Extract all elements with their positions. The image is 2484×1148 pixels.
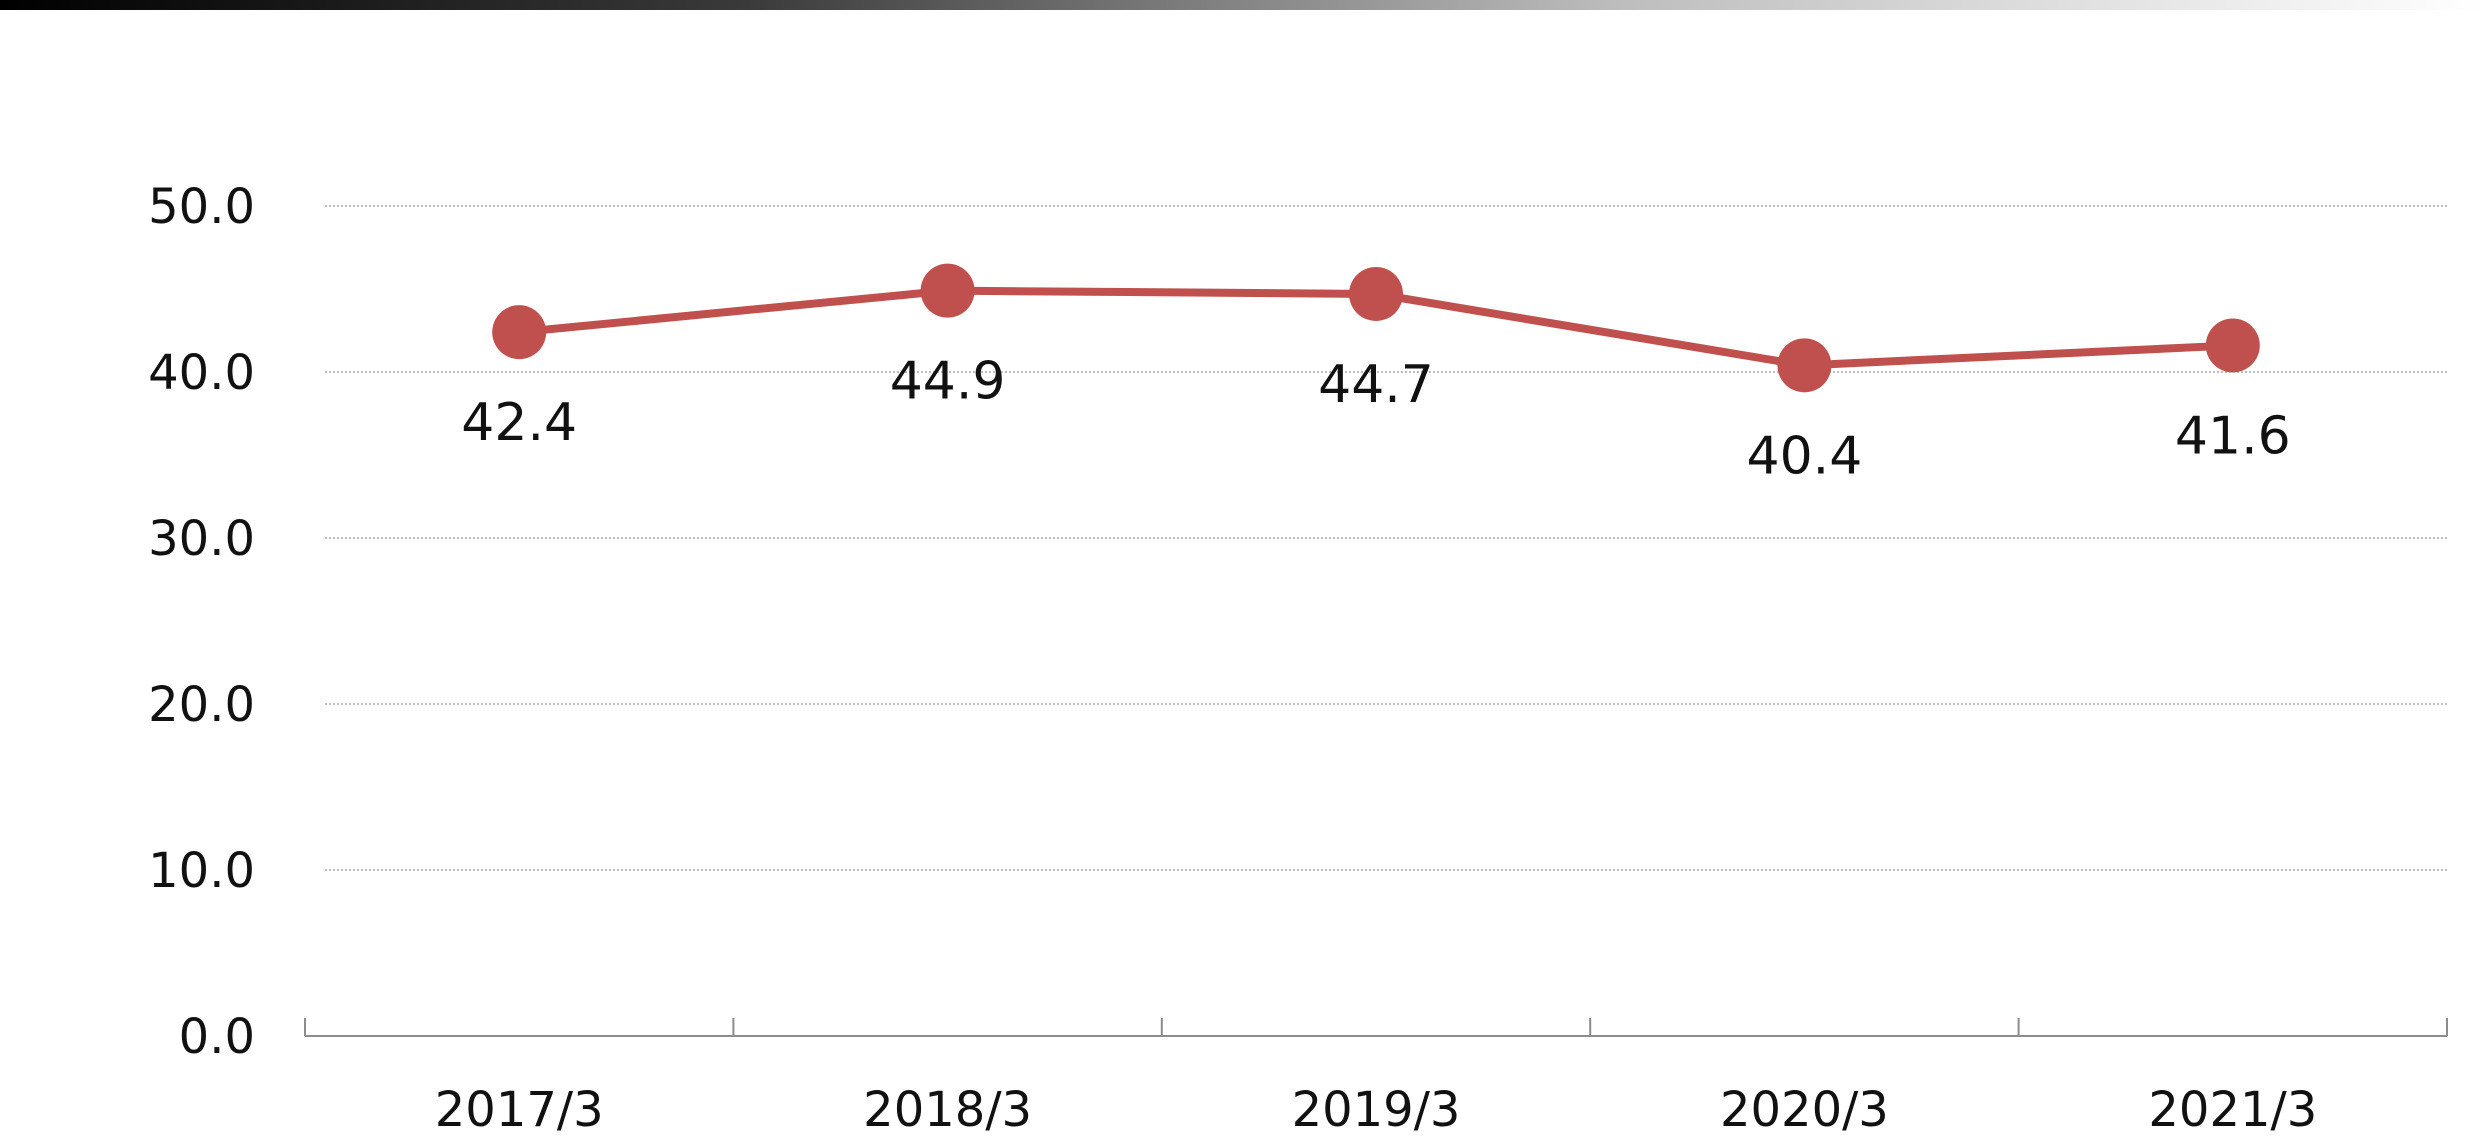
x-tick-label: 2021/3 xyxy=(2148,1082,2317,1138)
y-tick-label: 10.0 xyxy=(148,843,255,899)
gridlines xyxy=(325,205,2447,871)
header-gradient-bar xyxy=(0,0,2484,10)
data-point xyxy=(1777,338,1832,393)
series-points xyxy=(492,263,2260,393)
data-label: 40.4 xyxy=(1747,426,1863,486)
y-tick-label: 40.0 xyxy=(148,345,255,401)
y-tick-label: 30.0 xyxy=(148,511,255,567)
data-label: 44.9 xyxy=(890,352,1006,412)
y-tick-label: 50.0 xyxy=(148,179,255,235)
data-label: 44.7 xyxy=(1318,355,1434,415)
y-tick-label: 0.0 xyxy=(179,1009,255,1065)
data-point xyxy=(492,305,547,360)
x-tick-label: 2020/3 xyxy=(1720,1082,1889,1138)
x-tick-label: 2017/3 xyxy=(435,1082,604,1138)
data-label: 41.6 xyxy=(2175,406,2291,466)
data-point xyxy=(920,263,975,318)
y-tick-label: 20.0 xyxy=(148,677,255,733)
data-labels: 42.4 44.9 44.7 40.4 41.6 xyxy=(461,352,2290,487)
y-axis-tick-labels: 0.0 10.0 20.0 30.0 40.0 50.0 xyxy=(148,179,255,1065)
x-tick-label: 2019/3 xyxy=(1292,1082,1461,1138)
data-point xyxy=(1349,266,1403,321)
data-label: 42.4 xyxy=(461,393,577,453)
x-axis-tick-labels: 2017/3 2018/3 2019/3 2020/3 2021/3 xyxy=(435,1082,2317,1138)
x-axis xyxy=(304,1018,2448,1037)
x-tick-label: 2018/3 xyxy=(863,1082,1032,1138)
data-point xyxy=(2205,318,2260,373)
